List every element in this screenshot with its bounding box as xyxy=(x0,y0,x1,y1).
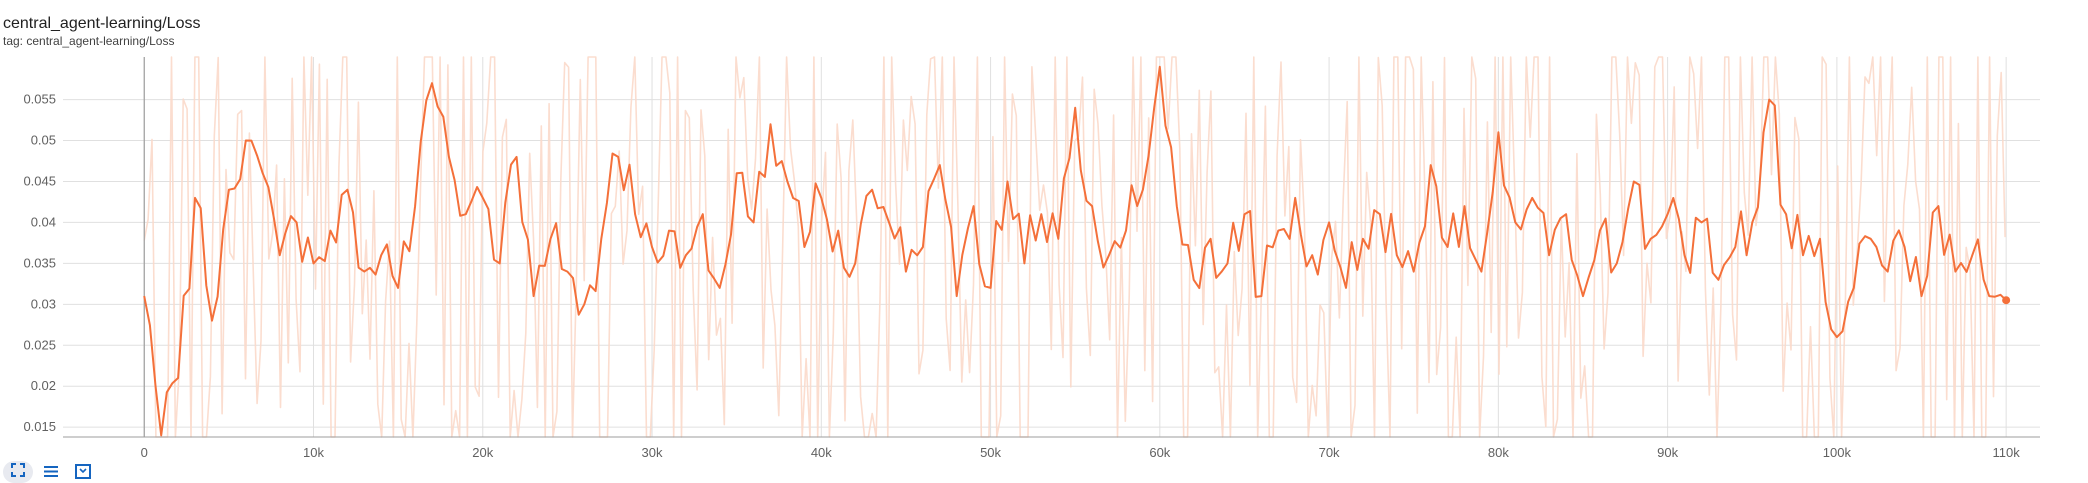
y-tick-label: 0.035 xyxy=(23,255,56,270)
grid xyxy=(63,57,2040,437)
x-tick-label: 90k xyxy=(1657,445,1678,458)
tick-labels: 0.015 0.02 0.025 0.03 0.035 0.04 0.045 0.05 0.05… xyxy=(23,92,2020,458)
x-tick-label: 50k xyxy=(980,445,1001,458)
x-tick-label: 110k xyxy=(1993,445,2021,458)
y-tick-label: 0.05 xyxy=(31,133,56,148)
raw-series xyxy=(143,56,2006,438)
chart-title: central_agent-learning/Loss xyxy=(3,15,201,32)
expand-icon xyxy=(75,464,91,479)
toggle-log-scale-button[interactable] xyxy=(40,462,62,480)
axes xyxy=(63,57,2040,438)
fit-domain-button[interactable] xyxy=(3,461,33,483)
fit-domain-icon xyxy=(11,463,25,477)
raw-series-line xyxy=(143,56,2006,438)
y-tick-label: 0.015 xyxy=(23,419,56,434)
x-tick-label: 10k xyxy=(303,445,324,458)
y-tick-label: 0.055 xyxy=(23,92,56,107)
y-tick-label: 0.025 xyxy=(23,337,56,352)
chart-tag: tag: central_agent-learning/Loss xyxy=(3,34,175,48)
y-tick-label: 0.04 xyxy=(31,214,56,229)
x-tick-label: 30k xyxy=(642,445,663,458)
x-tick-label: 60k xyxy=(1149,445,1170,458)
y-tick-label: 0.02 xyxy=(31,378,56,393)
smoothed-series xyxy=(143,65,2011,437)
x-tick-label: 40k xyxy=(811,445,832,458)
smoothed-series-line xyxy=(143,65,2007,437)
last-point-marker xyxy=(2002,296,2011,305)
expand-chart-button[interactable] xyxy=(72,462,94,480)
y-tick-label: 0.045 xyxy=(23,173,56,188)
toggle-log-icon xyxy=(44,466,58,477)
x-tick-label: 0 xyxy=(141,445,148,458)
y-tick-label: 0.03 xyxy=(31,296,56,311)
x-tick-label: 80k xyxy=(1488,445,1509,458)
loss-chart[interactable]: 0.015 0.02 0.025 0.03 0.035 0.04 0.045 0.05 0.05… xyxy=(0,0,2088,458)
chart-toolbar xyxy=(0,458,120,483)
x-tick-label: 100k xyxy=(1823,445,1852,458)
x-tick-label: 70k xyxy=(1319,445,1340,458)
x-tick-label: 20k xyxy=(472,445,493,458)
